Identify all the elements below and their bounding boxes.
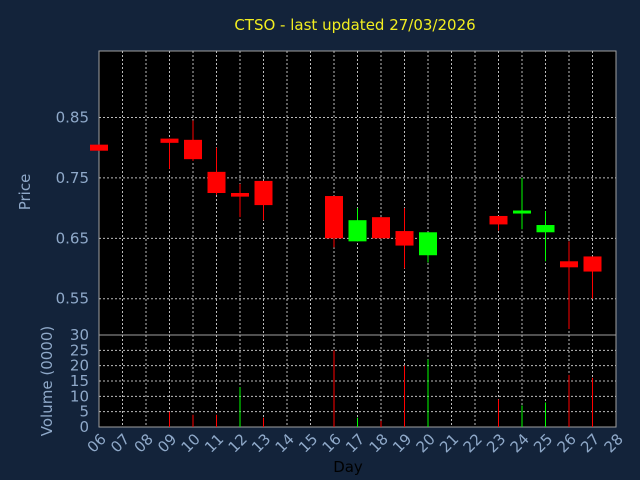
candlestick-series <box>90 120 602 329</box>
volume-axis-label: Volume (0000) <box>38 326 56 436</box>
candle <box>231 183 249 218</box>
volume-tick-label: 10 <box>70 387 89 405</box>
x-tick-label: 27 <box>577 430 603 456</box>
volume-series <box>169 350 593 427</box>
candle <box>489 215 508 231</box>
x-tick-label: 07 <box>107 430 133 456</box>
x-tick-label: 14 <box>272 430 298 456</box>
x-tick-label: 10 <box>178 430 204 456</box>
x-tick-label: 21 <box>436 430 462 456</box>
x-tick-label: 20 <box>413 430 439 456</box>
price-tick-label: 0.65 <box>56 229 89 247</box>
candle <box>160 138 179 169</box>
candle-body <box>90 144 108 151</box>
x-tick-label: 12 <box>225 430 251 456</box>
candle-body <box>207 171 226 193</box>
price-axis-label: Price <box>16 174 34 211</box>
candle <box>325 196 343 248</box>
candle-body <box>513 210 531 214</box>
x-tick-label: 28 <box>601 430 627 456</box>
volume-tick-label: 0 <box>79 418 89 436</box>
candle <box>419 232 437 263</box>
candle <box>395 208 414 269</box>
candle <box>513 177 531 230</box>
candle <box>560 241 578 329</box>
candle-body <box>325 196 343 239</box>
chart-title: CTSO - last updated 27/03/2026 <box>234 16 475 34</box>
x-tick-label: 18 <box>366 430 392 456</box>
x-tick-label: 08 <box>131 430 157 456</box>
price-tick-label: 0.55 <box>56 290 89 308</box>
day-axis-ticks: 0607080910111213141516171819202122232425… <box>84 430 627 456</box>
candle <box>583 256 602 299</box>
volume-tick-label: 30 <box>70 326 89 344</box>
x-tick-label: 15 <box>295 430 321 456</box>
candle <box>254 180 273 221</box>
x-tick-label: 13 <box>248 430 274 456</box>
candle-body <box>560 261 578 268</box>
candle-body <box>254 180 273 206</box>
x-tick-label: 22 <box>460 430 486 456</box>
candle-body <box>231 193 249 197</box>
candle-body <box>419 232 437 256</box>
candle-body <box>184 139 202 160</box>
candle-body <box>160 138 179 143</box>
candle-body <box>348 220 367 242</box>
volume-tick-label: 20 <box>70 357 89 375</box>
x-tick-label: 23 <box>483 430 509 456</box>
x-tick-label: 16 <box>319 430 345 456</box>
x-tick-label: 09 <box>154 430 180 456</box>
candle-body <box>395 231 414 246</box>
volume-tick-label: 25 <box>70 341 89 359</box>
price-tick-label: 0.75 <box>56 169 89 187</box>
price-axis-ticks: 0.85 0.75 0.65 0.55 <box>56 108 89 307</box>
candle <box>536 211 555 262</box>
x-tick-label: 11 <box>201 430 227 456</box>
volume-tick-label: 15 <box>70 372 89 390</box>
candle-body <box>489 215 508 225</box>
candle-body <box>372 217 390 239</box>
candle <box>207 147 226 195</box>
candle-body <box>536 225 555 233</box>
x-tick-label: 17 <box>342 430 368 456</box>
candle <box>372 217 390 239</box>
price-tick-label: 0.85 <box>56 108 89 126</box>
volume-tick-label: 5 <box>79 403 89 421</box>
candle <box>184 120 202 161</box>
x-tick-label: 25 <box>530 430 556 456</box>
x-tick-label: 26 <box>554 430 580 456</box>
candle-body <box>583 256 602 272</box>
x-tick-label: 19 <box>389 430 415 456</box>
x-tick-label: 24 <box>507 430 533 456</box>
candle <box>90 144 108 151</box>
day-axis-label: Day <box>333 458 363 476</box>
candle <box>348 208 367 242</box>
